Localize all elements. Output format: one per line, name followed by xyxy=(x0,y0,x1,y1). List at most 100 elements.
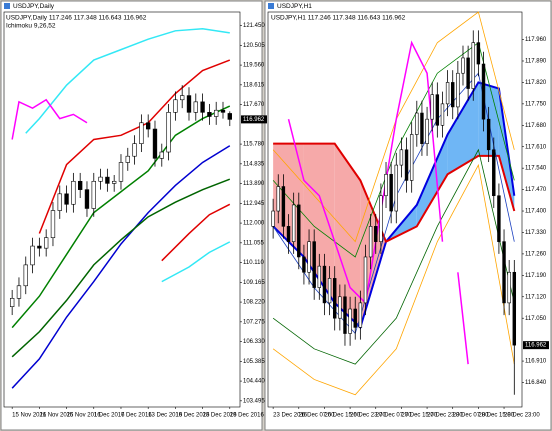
candle-body xyxy=(492,149,496,197)
candle-body xyxy=(481,63,486,120)
window-frame xyxy=(0,0,263,431)
x-tick-label: 27 Dec 07:00 xyxy=(376,413,412,419)
y-tick-label: 111.055 xyxy=(243,240,264,246)
candle-body xyxy=(64,193,69,205)
indicator-line xyxy=(11,98,88,140)
candle-body xyxy=(16,285,22,299)
x-tick-label: 28 Dec 07:00 xyxy=(453,413,489,419)
candle-body xyxy=(420,112,424,144)
plot-frame xyxy=(3,11,241,408)
y-tick-label: 115.780 xyxy=(243,142,265,148)
y-tick-label: 109.165 xyxy=(243,280,265,286)
x-tick-label: 29 Dec 2016 xyxy=(230,413,265,419)
indicator-line xyxy=(38,59,231,234)
candle-body xyxy=(440,103,445,126)
candle-body xyxy=(384,173,388,197)
candle-body xyxy=(207,112,212,117)
candle-body xyxy=(409,134,414,181)
candle-body xyxy=(456,72,460,108)
last-price-box xyxy=(523,341,549,350)
x-tick-label: 1 Dec 2016 xyxy=(94,413,125,419)
candle-body xyxy=(394,164,398,212)
y-tick-label: 116.910 xyxy=(525,359,547,365)
y-tick-label: 110.110 xyxy=(243,260,264,266)
x-tick-label: 19 Dec 2016 xyxy=(175,413,210,419)
candle-body xyxy=(435,94,440,126)
x-tick-label: 26 Dec 23:00 xyxy=(350,413,386,419)
candle-body xyxy=(220,109,226,113)
x-tick-label: 27 Dec 23:00 xyxy=(427,413,463,419)
candle-body xyxy=(445,82,450,105)
candle-body xyxy=(379,195,383,242)
candle-body xyxy=(332,278,337,319)
y-tick-label: 106.330 xyxy=(243,339,265,345)
cloud-fill xyxy=(303,143,335,303)
candle-body xyxy=(37,245,42,249)
candle-body xyxy=(451,82,455,108)
candle-body xyxy=(180,95,185,101)
x-tick-label: 26 Dec 07:00 xyxy=(299,413,335,419)
window-title: USDJPY,H1 xyxy=(277,3,312,10)
candle-body xyxy=(30,245,35,266)
candle-body xyxy=(348,308,352,334)
y-tick-label: 119.560 xyxy=(243,63,265,69)
y-tick-label: 117.050 xyxy=(525,316,547,322)
y-tick-label: 117.960 xyxy=(525,37,547,43)
candle-body xyxy=(281,186,286,227)
candle-body xyxy=(415,112,419,135)
x-tick-label: 28 Dec 15:00 xyxy=(478,413,514,419)
indicator-label: Ichimoku 9,26,52 xyxy=(6,23,56,30)
y-tick-label: 117.120 xyxy=(525,294,547,300)
y-tick-label: 117.400 xyxy=(525,209,547,215)
y-tick-label: 116.840 xyxy=(525,380,547,386)
y-tick-label: 105.385 xyxy=(243,359,265,365)
last-price-label: 116.962 xyxy=(243,117,265,123)
candle-body xyxy=(389,173,393,212)
y-tick-label: 117.260 xyxy=(525,251,547,257)
candle-body xyxy=(476,42,481,65)
last-price-label: 116.962 xyxy=(525,343,547,349)
x-tick-label: 15 Nov 2016 xyxy=(12,413,47,419)
candle-body xyxy=(486,118,491,151)
candle-body xyxy=(322,265,327,304)
candle-body xyxy=(152,128,158,159)
indicator-line xyxy=(161,241,231,283)
candle-body xyxy=(327,278,332,304)
y-tick-label: 117.610 xyxy=(525,144,547,150)
y-tick-label: 104.440 xyxy=(243,379,265,385)
indicator-line xyxy=(272,163,515,396)
candle-body xyxy=(425,118,429,144)
candle-body xyxy=(214,109,219,117)
x-tick-label: 23 Dec 2016 xyxy=(273,413,308,419)
y-tick-label: 118.615 xyxy=(243,82,265,88)
candle-body xyxy=(125,155,130,163)
candle-body xyxy=(497,195,501,242)
candle-body xyxy=(430,94,434,120)
y-tick-label: 117.890 xyxy=(525,59,547,65)
candle-body xyxy=(353,308,357,328)
y-tick-label: 117.540 xyxy=(525,166,547,172)
candle-body xyxy=(105,176,110,184)
candle-body xyxy=(139,122,144,144)
window-icon xyxy=(268,3,274,9)
candle-body xyxy=(112,180,117,184)
y-tick-label: 103.495 xyxy=(243,398,265,404)
candle-body xyxy=(200,101,205,113)
candle-body xyxy=(404,149,409,181)
candle-body xyxy=(78,180,83,190)
candle-body xyxy=(9,298,15,307)
x-tick-label: 7 Dec 2016 xyxy=(121,413,152,419)
candle-body xyxy=(291,204,296,242)
candle-body xyxy=(399,149,404,166)
y-tick-label: 113.890 xyxy=(243,181,265,187)
candle-body xyxy=(50,210,56,239)
indicator-line xyxy=(161,203,231,262)
candle-body xyxy=(286,226,291,242)
plot-frame xyxy=(267,11,523,408)
window-daily: USDJPY,Daily USDJPY,Daily 117.246 117.34… xyxy=(0,0,263,431)
cloud-fill xyxy=(273,143,304,257)
candle-body xyxy=(368,226,373,258)
y-tick-label: 117.750 xyxy=(525,101,547,107)
candle-body xyxy=(166,112,171,153)
indicator-line xyxy=(25,27,230,134)
